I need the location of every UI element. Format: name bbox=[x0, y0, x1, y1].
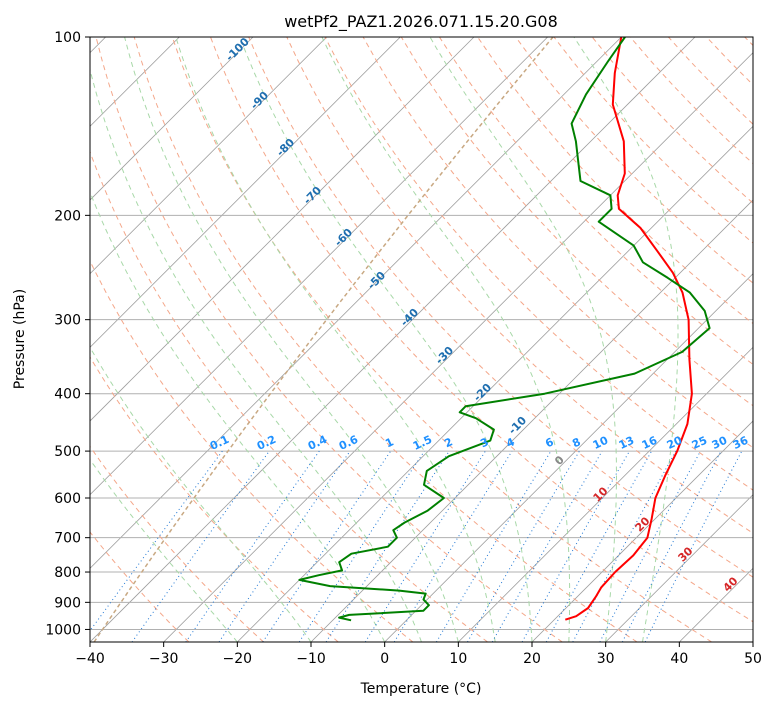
dry-adiabat-line bbox=[210, 37, 753, 623]
y-tick-label: 500 bbox=[54, 444, 81, 460]
y-axis: 1000 900 800 700 600 500 400 300 200 100 bbox=[45, 30, 90, 638]
mixing-ratio-label: 25 bbox=[690, 434, 709, 452]
isotherm-line bbox=[90, 37, 548, 496]
y-tick-label: 700 bbox=[54, 531, 81, 547]
y-tick-label: 800 bbox=[54, 565, 81, 581]
x-tick-label: 10 bbox=[449, 651, 467, 667]
x-tick-label: 0 bbox=[380, 651, 389, 667]
mixing-ratio-line bbox=[131, 450, 270, 642]
mixing-ratio-line bbox=[90, 450, 223, 632]
x-axis-label: Temperature (°C) bbox=[360, 681, 482, 697]
isotherm-line bbox=[90, 37, 696, 642]
isotherm-line bbox=[90, 37, 327, 275]
y-axis-label: Pressure (hPa) bbox=[12, 289, 28, 389]
y-tick-label: 300 bbox=[54, 313, 81, 329]
x-tick-label: −40 bbox=[75, 651, 105, 667]
y-tick-label: 900 bbox=[54, 595, 81, 611]
temperature-profile-line bbox=[564, 37, 693, 621]
dry-adiabat-line bbox=[95, 37, 563, 642]
x-tick-label: 40 bbox=[670, 651, 688, 667]
y-tick-label: 100 bbox=[54, 30, 81, 46]
moist-adiabat-line bbox=[239, 37, 533, 642]
mixing-ratio-line bbox=[298, 450, 425, 642]
x-tick-label: 50 bbox=[744, 651, 762, 667]
x-tick-label: 30 bbox=[597, 651, 615, 667]
isotherm-line bbox=[90, 37, 401, 348]
dry-adiabat-line bbox=[286, 37, 753, 534]
x-tick-label: 20 bbox=[523, 651, 541, 667]
moist-adiabat-line bbox=[321, 37, 571, 642]
dewpoint-profile-line bbox=[298, 37, 711, 622]
plot-frame bbox=[89, 36, 754, 643]
moist-adiabat-line bbox=[90, 67, 422, 642]
y-tick-label: 200 bbox=[54, 208, 81, 224]
isotherm-line bbox=[237, 125, 753, 642]
dry-adiabat-line bbox=[438, 37, 753, 366]
isotherm-line bbox=[458, 346, 753, 642]
moist-adiabat-line bbox=[573, 37, 679, 642]
moist-adiabat-line bbox=[175, 37, 496, 642]
x-tick-label: −30 bbox=[149, 651, 179, 667]
moist-adiabat-line bbox=[90, 458, 238, 642]
isotherm-line bbox=[90, 37, 475, 422]
isotherm-line bbox=[163, 52, 753, 642]
mixing-ratio-label: 20 bbox=[665, 434, 685, 452]
isotherm-line bbox=[605, 494, 753, 642]
moist-adiabat-line bbox=[124, 37, 459, 642]
dry-adiabat-line bbox=[400, 37, 753, 407]
mixing-ratio-line bbox=[325, 450, 450, 642]
x-axis: −40 −30 −20 −10 0 10 20 30 40 50 bbox=[75, 642, 762, 667]
dry-adiabat-line bbox=[133, 37, 638, 642]
series-lines bbox=[298, 37, 711, 622]
dry-adiabat-line bbox=[90, 445, 264, 642]
moist-adiabat-line bbox=[429, 37, 617, 642]
mixing-ratio-line bbox=[218, 450, 351, 642]
dry-adiabat-line bbox=[90, 150, 488, 642]
y-tick-label: 1000 bbox=[45, 622, 81, 638]
chart-title: wetPf2_PAZ1.2026.071.15.20.G08 bbox=[284, 12, 558, 32]
moist-adiabat-line bbox=[90, 346, 312, 642]
dry-adiabat-line bbox=[90, 259, 414, 642]
dry-adiabat-line bbox=[90, 531, 190, 642]
y-tick-label: 400 bbox=[54, 387, 81, 403]
x-tick-label: −10 bbox=[296, 651, 326, 667]
dry-adiabat-line bbox=[515, 37, 753, 284]
mixing-ratio-line bbox=[572, 450, 677, 642]
dry-adiabat-line bbox=[171, 37, 712, 642]
mixing-ratio-label: 13 bbox=[617, 434, 636, 452]
y-tick-label: 600 bbox=[54, 491, 81, 507]
x-tick-label: −20 bbox=[223, 651, 253, 667]
mixing-ratio-line bbox=[545, 450, 653, 642]
moist-adiabat-line bbox=[90, 190, 386, 642]
isotherm-line bbox=[384, 273, 753, 642]
isotherm-line bbox=[90, 37, 622, 569]
mixing-ratio-label: 36 bbox=[731, 434, 751, 452]
mixing-ratio-line bbox=[185, 450, 320, 642]
isotherm-curve-line bbox=[93, 37, 554, 642]
mixing-ratio-line bbox=[262, 450, 392, 642]
mixing-ratio-label: 30 bbox=[710, 434, 730, 452]
isotherm-line bbox=[531, 420, 753, 642]
mixing-ratio-label: 10 bbox=[591, 434, 611, 452]
isotherm-line bbox=[90, 37, 254, 201]
background-lines bbox=[90, 37, 753, 642]
dry-adiabat-line bbox=[248, 37, 753, 578]
dry-adiabat-line bbox=[90, 356, 339, 642]
mixing-ratio-label: 16 bbox=[640, 434, 660, 452]
